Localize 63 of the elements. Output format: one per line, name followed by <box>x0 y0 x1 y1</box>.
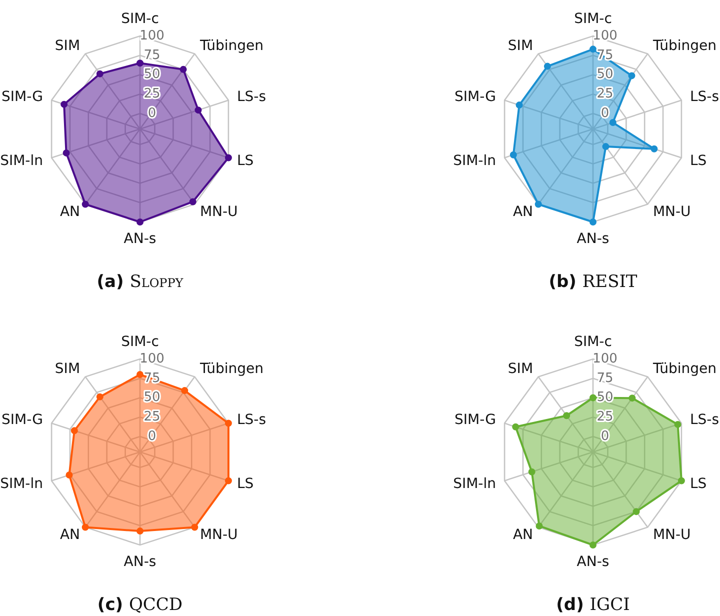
y-tick-label: 0 <box>600 106 610 121</box>
y-tick-label: 100 <box>140 28 164 44</box>
spoke-label: LS-s <box>237 89 266 106</box>
spoke-label: AN-s <box>576 554 610 570</box>
y-tick-label: 100 <box>592 28 618 44</box>
text: (d) IGCI <box>556 595 630 615</box>
spoke-label: SIM-ln <box>0 476 43 492</box>
spoke-label: LS <box>237 152 254 169</box>
spoke-label: SIM-ln <box>453 476 496 492</box>
spoke-label: SIM-c <box>574 334 612 350</box>
spoke-label: SIM-c <box>121 334 159 350</box>
y-tick-label: 75 <box>144 48 160 63</box>
y-tick-label: 25 <box>596 410 614 424</box>
spoke-label: LS <box>690 476 707 492</box>
spoke-label: SIM-c <box>574 11 612 27</box>
spoke-label: MN-U <box>652 526 691 543</box>
spoke-label: SIM-G <box>1 412 43 428</box>
y-tick-label: 25 <box>144 86 160 102</box>
y-tick-label: 75 <box>596 370 614 386</box>
text: (b) RESIT <box>548 272 638 292</box>
y-tick-label: 25 <box>144 410 160 424</box>
spoke-label: SIM <box>508 38 534 54</box>
y-tick-label: 25 <box>596 86 614 102</box>
spoke-label: Tübingen <box>200 361 264 378</box>
y-tick-label: 50 <box>596 390 614 406</box>
spoke-label: SIM-G <box>1 89 43 106</box>
spoke-label: MN-U <box>652 204 691 220</box>
spoke-label: SIM <box>54 38 80 54</box>
spoke-label: SIM <box>54 361 80 378</box>
spoke-label: Tübingen <box>652 361 716 378</box>
y-tick-label: 50 <box>144 67 160 82</box>
y-tick-label: 50 <box>596 67 614 82</box>
spoke-label: MN-U <box>200 526 238 543</box>
y-tick-label: 50 <box>144 390 160 406</box>
spoke-label: SIM-G <box>454 89 496 106</box>
spoke-label: LS <box>690 152 707 169</box>
text: (c) QCCD <box>97 595 183 615</box>
spoke-label: AN <box>512 526 534 543</box>
y-tick-label: 100 <box>140 351 164 366</box>
spoke-label: AN <box>60 204 80 220</box>
spoke-label: MN-U <box>200 204 238 220</box>
spoke-label: AN <box>512 204 534 220</box>
spoke-label: LS-s <box>690 412 720 428</box>
y-tick-label: 0 <box>148 106 156 121</box>
spoke-label: AN <box>60 526 80 543</box>
spoke-label: SIM-ln <box>453 152 496 169</box>
spoke-label: AN-s <box>124 231 156 247</box>
spoke-label: SIM-ln <box>0 152 43 169</box>
y-tick-label: 75 <box>144 370 160 386</box>
text: (a) Sloppy <box>96 272 184 292</box>
spoke-label: AN-s <box>576 231 610 247</box>
y-tick-label: 0 <box>600 428 610 444</box>
y-tick-label: 0 <box>148 428 156 444</box>
spoke-label: SIM-G <box>454 412 496 428</box>
spoke-label: Tübingen <box>200 38 264 54</box>
spoke-label: LS-s <box>690 89 720 106</box>
y-tick-label: 100 <box>592 351 618 366</box>
spoke-label: LS-s <box>237 412 266 428</box>
spoke-label: SIM <box>508 361 534 378</box>
spoke-label: SIM-c <box>121 11 159 27</box>
spoke-label: LS <box>237 476 254 492</box>
spoke-label: AN-s <box>124 554 156 570</box>
spoke-label: Tübingen <box>652 38 716 54</box>
